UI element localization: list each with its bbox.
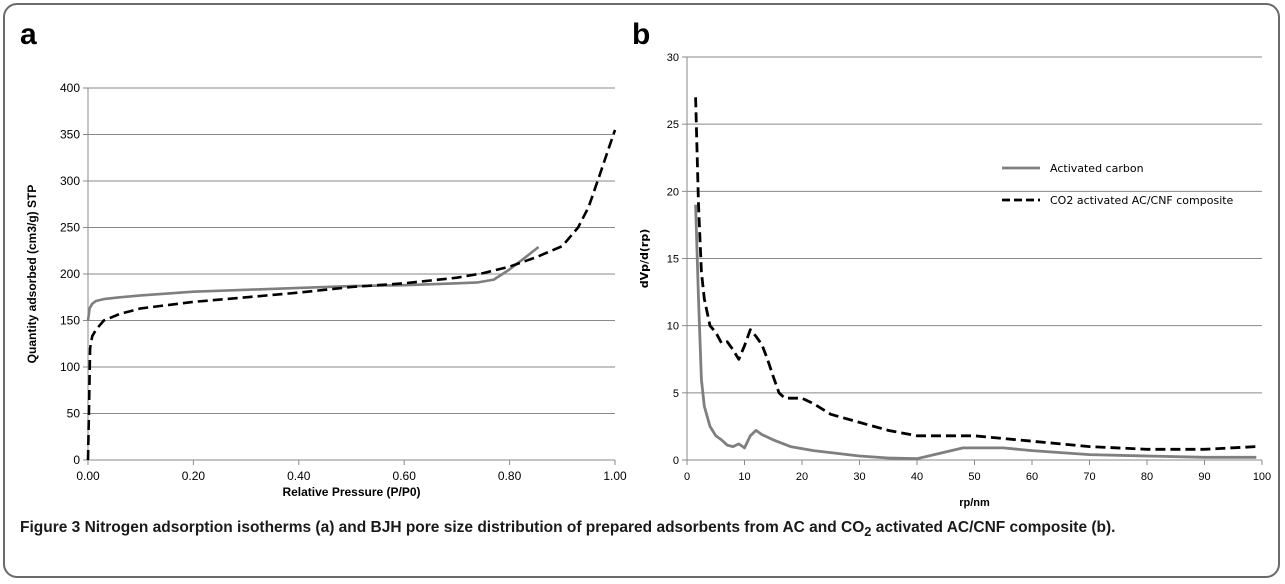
y-tick-label-b-0: 0 [673,455,679,467]
series-b-solid-line [694,204,1257,461]
x-axis-label-b: rp/nm [959,497,990,509]
caption-text-2: activated AC/CNF composite (b). [871,519,1116,536]
legend-label-b-1: CO2 activated AC/CNF composite [1050,194,1234,207]
panel-b-letter: b [632,18,651,51]
x-tick-label-a-1: 0.20 [182,469,206,483]
x-tick-label-a-2: 0.40 [287,469,311,483]
y-tick-label-b-2: 10 [667,321,679,333]
y-tick-label-a-5: 250 [60,221,80,235]
series-a-solid-line [86,245,540,321]
x-tick-label-a-3: 0.60 [393,469,417,483]
x-tick-label-a-0: 0.00 [76,469,100,483]
series-b-dashed-line [694,97,1257,451]
y-tick-label-a-7: 350 [60,128,80,142]
y-tick-label-a-6: 300 [60,174,80,188]
x-tick-label-b-1: 10 [738,471,750,483]
x-tick-label-b-9: 90 [1198,471,1210,483]
y-tick-label-a-2: 100 [60,360,80,374]
x-axis-label-a: Relative Pressure (P/P0) [282,485,420,499]
x-tick-label-b-4: 40 [911,471,923,483]
x-tick-label-b-8: 80 [1141,471,1153,483]
y-tick-label-b-6: 30 [667,52,679,64]
y-tick-label-b-4: 20 [667,186,679,198]
x-tick-label-b-6: 60 [1026,471,1038,483]
x-tick-label-b-10: 100 [1253,471,1271,483]
y-tick-label-a-8: 400 [60,81,80,95]
series-a-dashed-line [86,129,617,461]
x-tick-label-b-7: 70 [1083,471,1095,483]
y-tick-label-b-3: 15 [667,254,679,266]
x-tick-label-b-2: 20 [796,471,808,483]
y-tick-label-a-1: 50 [67,407,81,421]
x-tick-label-b-3: 30 [853,471,865,483]
panel-a-letter: a [20,18,37,51]
x-tick-label-a-4: 0.80 [498,469,522,483]
figure-caption: Figure 3 Nitrogen adsorption isotherms (… [20,517,1265,543]
x-tick-label-b-5: 50 [968,471,980,483]
y-axis-label-a: Quantity adsorbed (cm3/g) STP [25,185,39,364]
x-tick-label-a-5: 1.00 [603,469,627,483]
caption-label: Figure 3 [20,519,81,536]
y-tick-label-a-0: 0 [73,453,80,467]
caption-text-1: Nitrogen adsorption isotherms (a) and BJ… [84,519,865,536]
figure-frame [3,3,1280,578]
x-tick-label-b-0: 0 [684,471,690,483]
y-tick-label-b-1: 5 [673,388,679,400]
caption-subscript: 2 [864,524,872,540]
y-tick-label-a-3: 150 [60,314,80,328]
y-tick-label-b-5: 25 [667,119,679,131]
y-axis-label-b: dVp/d(rp) [638,229,651,289]
legend-label-b-0: Activated carbon [1050,162,1144,175]
y-tick-label-a-4: 200 [60,267,80,281]
